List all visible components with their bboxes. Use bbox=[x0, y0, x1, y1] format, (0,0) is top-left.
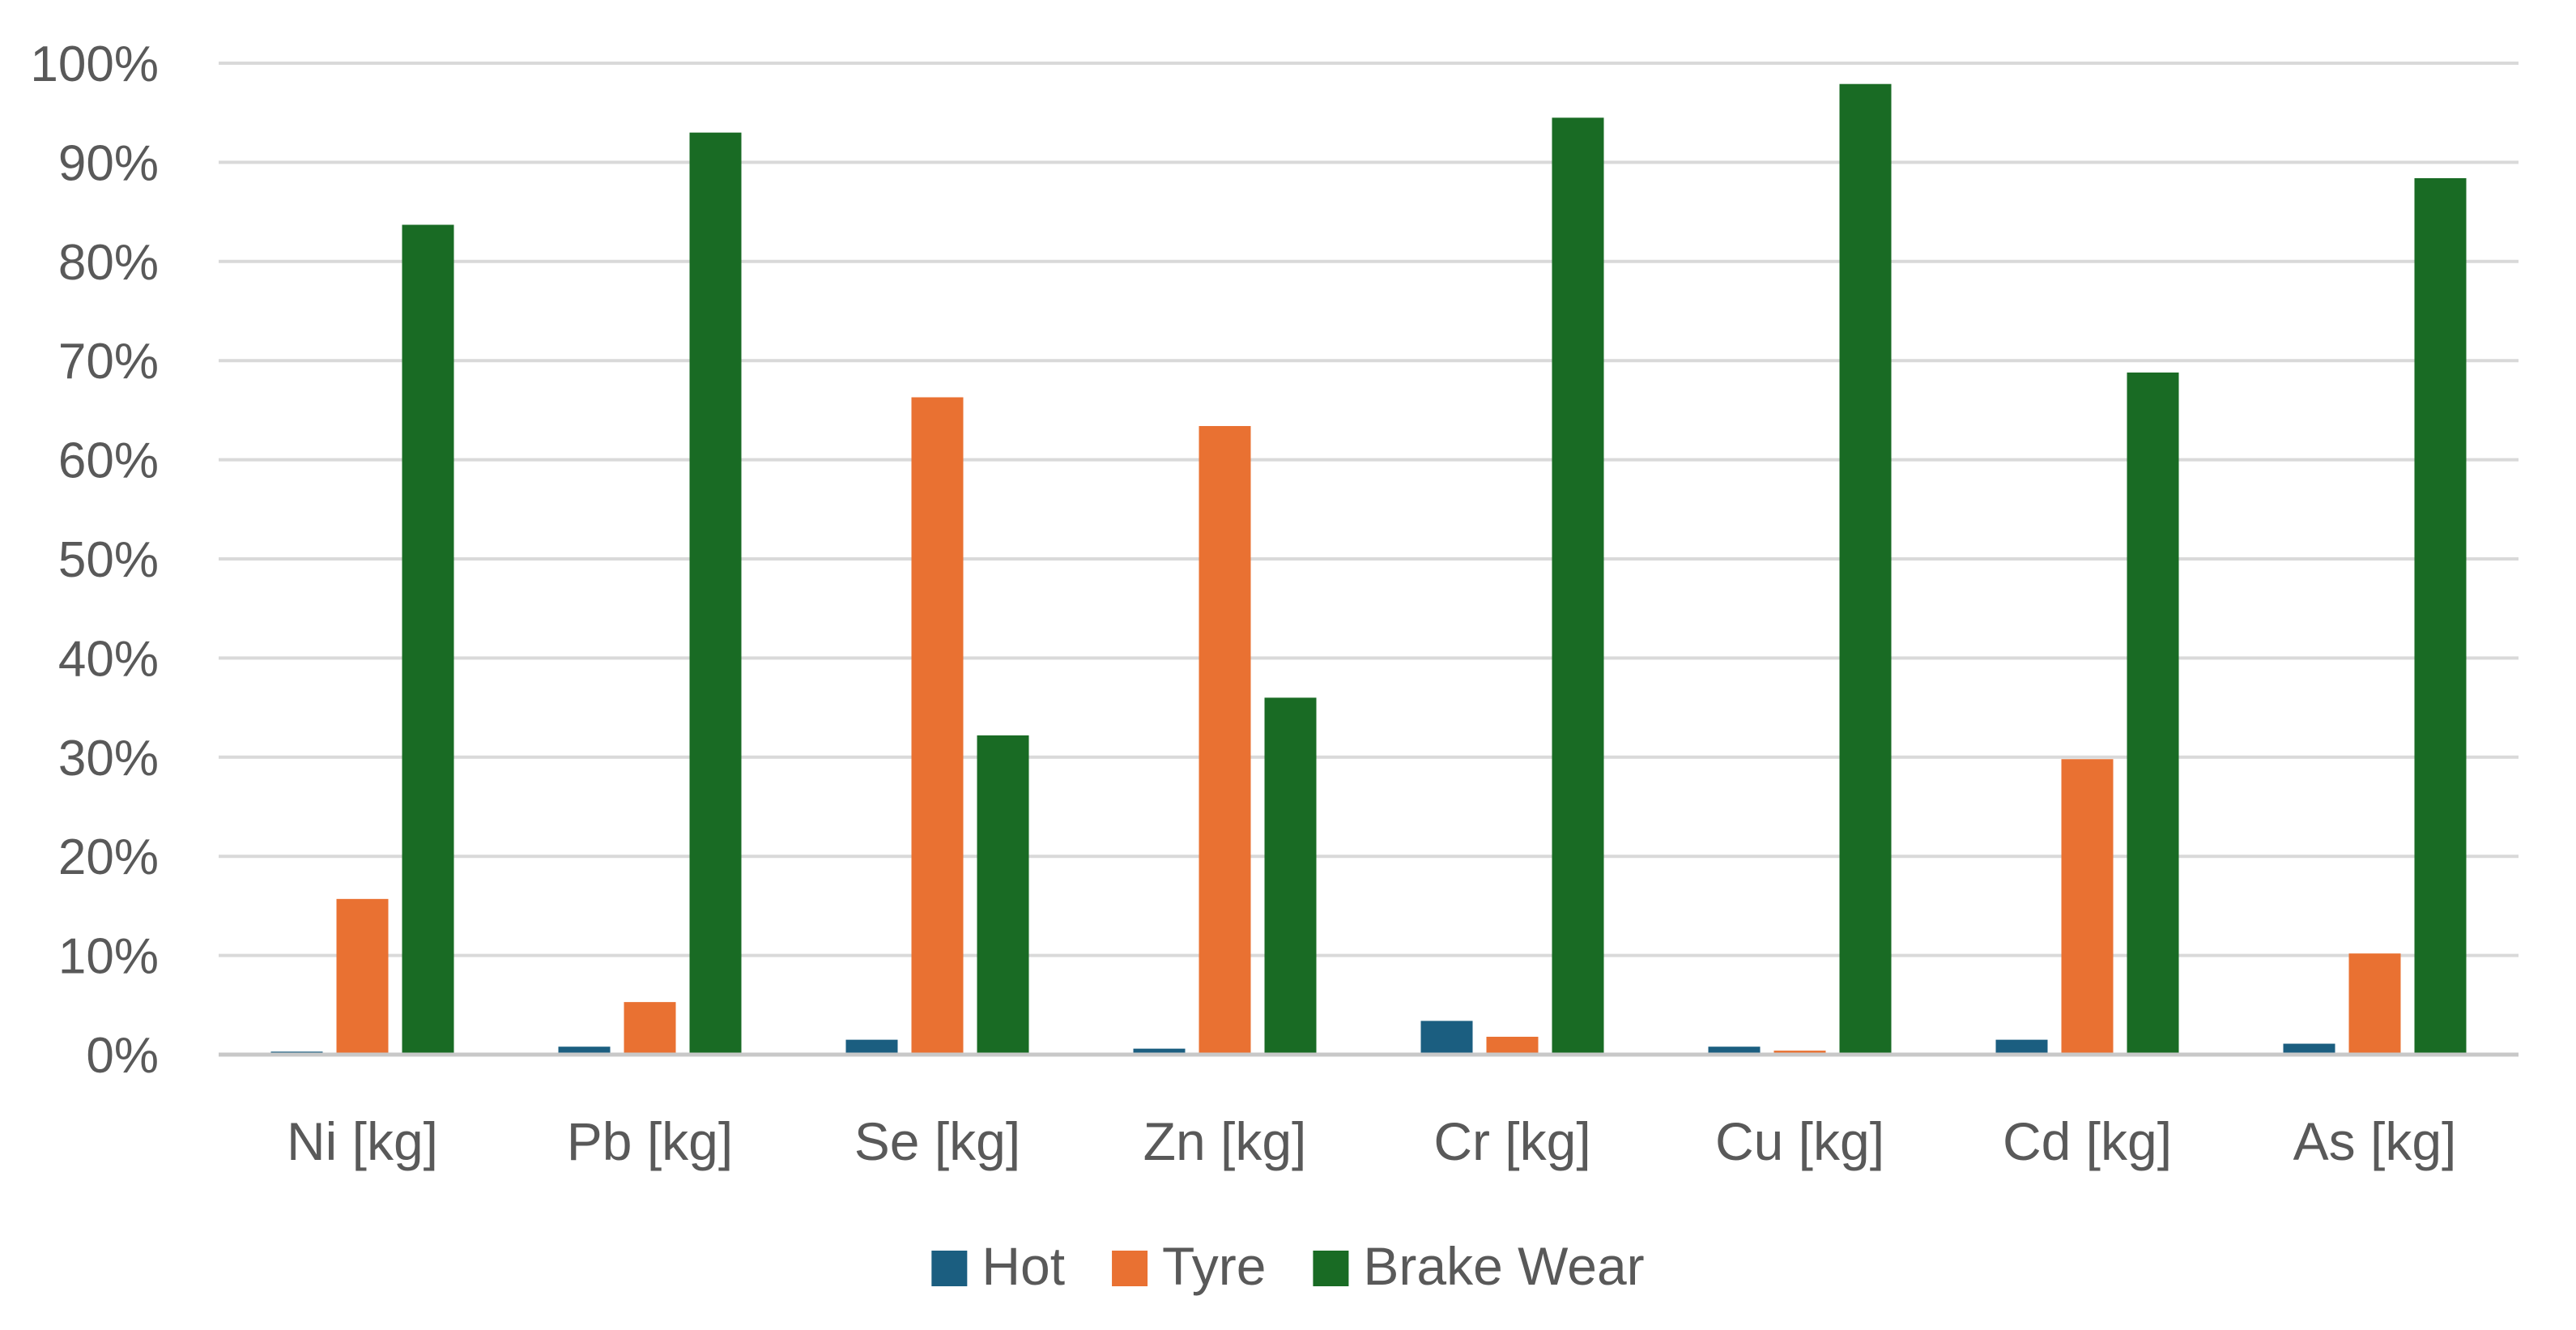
y-tick-label: 0% bbox=[86, 1028, 159, 1084]
x-tick-label: Cr [kg] bbox=[1433, 1111, 1590, 1171]
legend-label: Tyre bbox=[1162, 1236, 1266, 1296]
y-tick-label: 60% bbox=[58, 433, 159, 489]
bar-tyre bbox=[1486, 1036, 1539, 1055]
bar-brake-wear bbox=[977, 735, 1029, 1055]
bar-brake-wear bbox=[2127, 372, 2179, 1055]
legend-label: Brake Wear bbox=[1363, 1236, 1644, 1296]
y-tick-label: 10% bbox=[58, 929, 159, 985]
legend-swatch bbox=[1313, 1251, 1349, 1286]
legend: Hot Tyre Brake Wear bbox=[931, 1236, 1645, 1296]
legend-swatch bbox=[1112, 1251, 1148, 1286]
bar-tyre bbox=[336, 898, 389, 1055]
legend-swatch bbox=[931, 1251, 968, 1286]
y-tick-label: 20% bbox=[58, 829, 159, 885]
bar-brake-wear bbox=[2414, 177, 2467, 1055]
bar-brake-wear bbox=[1552, 117, 1604, 1055]
x-tick-label: Cd [kg] bbox=[2003, 1111, 2172, 1171]
y-axis-ticks: 0% 10% 20% 30% 40% 50% 60% 70% 80% 90% 100% bbox=[30, 36, 159, 1084]
y-tick-label: 40% bbox=[58, 631, 159, 687]
y-tick-label: 100% bbox=[30, 36, 159, 92]
y-tick-label: 50% bbox=[58, 532, 159, 588]
bar-hot bbox=[1420, 1021, 1473, 1055]
bar-tyre bbox=[911, 397, 964, 1055]
bar-hot bbox=[2283, 1043, 2335, 1055]
bar-tyre bbox=[624, 1002, 676, 1055]
legend-label: Hot bbox=[981, 1236, 1065, 1296]
bar-hot bbox=[1133, 1048, 1186, 1055]
x-tick-label: Ni [kg] bbox=[287, 1111, 438, 1171]
bar-hot bbox=[558, 1047, 611, 1055]
y-tick-label: 70% bbox=[58, 334, 159, 390]
gridlines bbox=[219, 62, 2519, 957]
x-tick-label: Zn [kg] bbox=[1143, 1111, 1307, 1171]
bar-hot bbox=[1995, 1039, 2048, 1055]
bar-hot bbox=[1708, 1047, 1761, 1055]
bar-brake-wear bbox=[402, 224, 454, 1055]
y-tick-label: 30% bbox=[58, 731, 159, 786]
bar-brake-wear bbox=[1839, 83, 1892, 1055]
bar-brake-wear bbox=[1264, 697, 1317, 1055]
bar-hot bbox=[845, 1039, 898, 1055]
bar-tyre bbox=[2348, 953, 2401, 1055]
x-tick-label: Pb [kg] bbox=[567, 1111, 733, 1171]
bar-tyre bbox=[1199, 425, 1251, 1055]
y-tick-label: 80% bbox=[58, 235, 159, 291]
y-tick-label: 90% bbox=[58, 135, 159, 191]
x-tick-label: Cu [kg] bbox=[1715, 1111, 1884, 1171]
bar-tyre bbox=[2061, 759, 2114, 1055]
x-axis-ticks: Ni [kg] Pb [kg] Se [kg] Zn [kg] Cr [kg] Cu [k… bbox=[287, 1111, 2456, 1171]
x-tick-label: As [kg] bbox=[2293, 1111, 2457, 1171]
bar-brake-wear bbox=[689, 132, 742, 1055]
bars bbox=[270, 83, 2467, 1055]
x-tick-label: Se [kg] bbox=[854, 1111, 1020, 1171]
